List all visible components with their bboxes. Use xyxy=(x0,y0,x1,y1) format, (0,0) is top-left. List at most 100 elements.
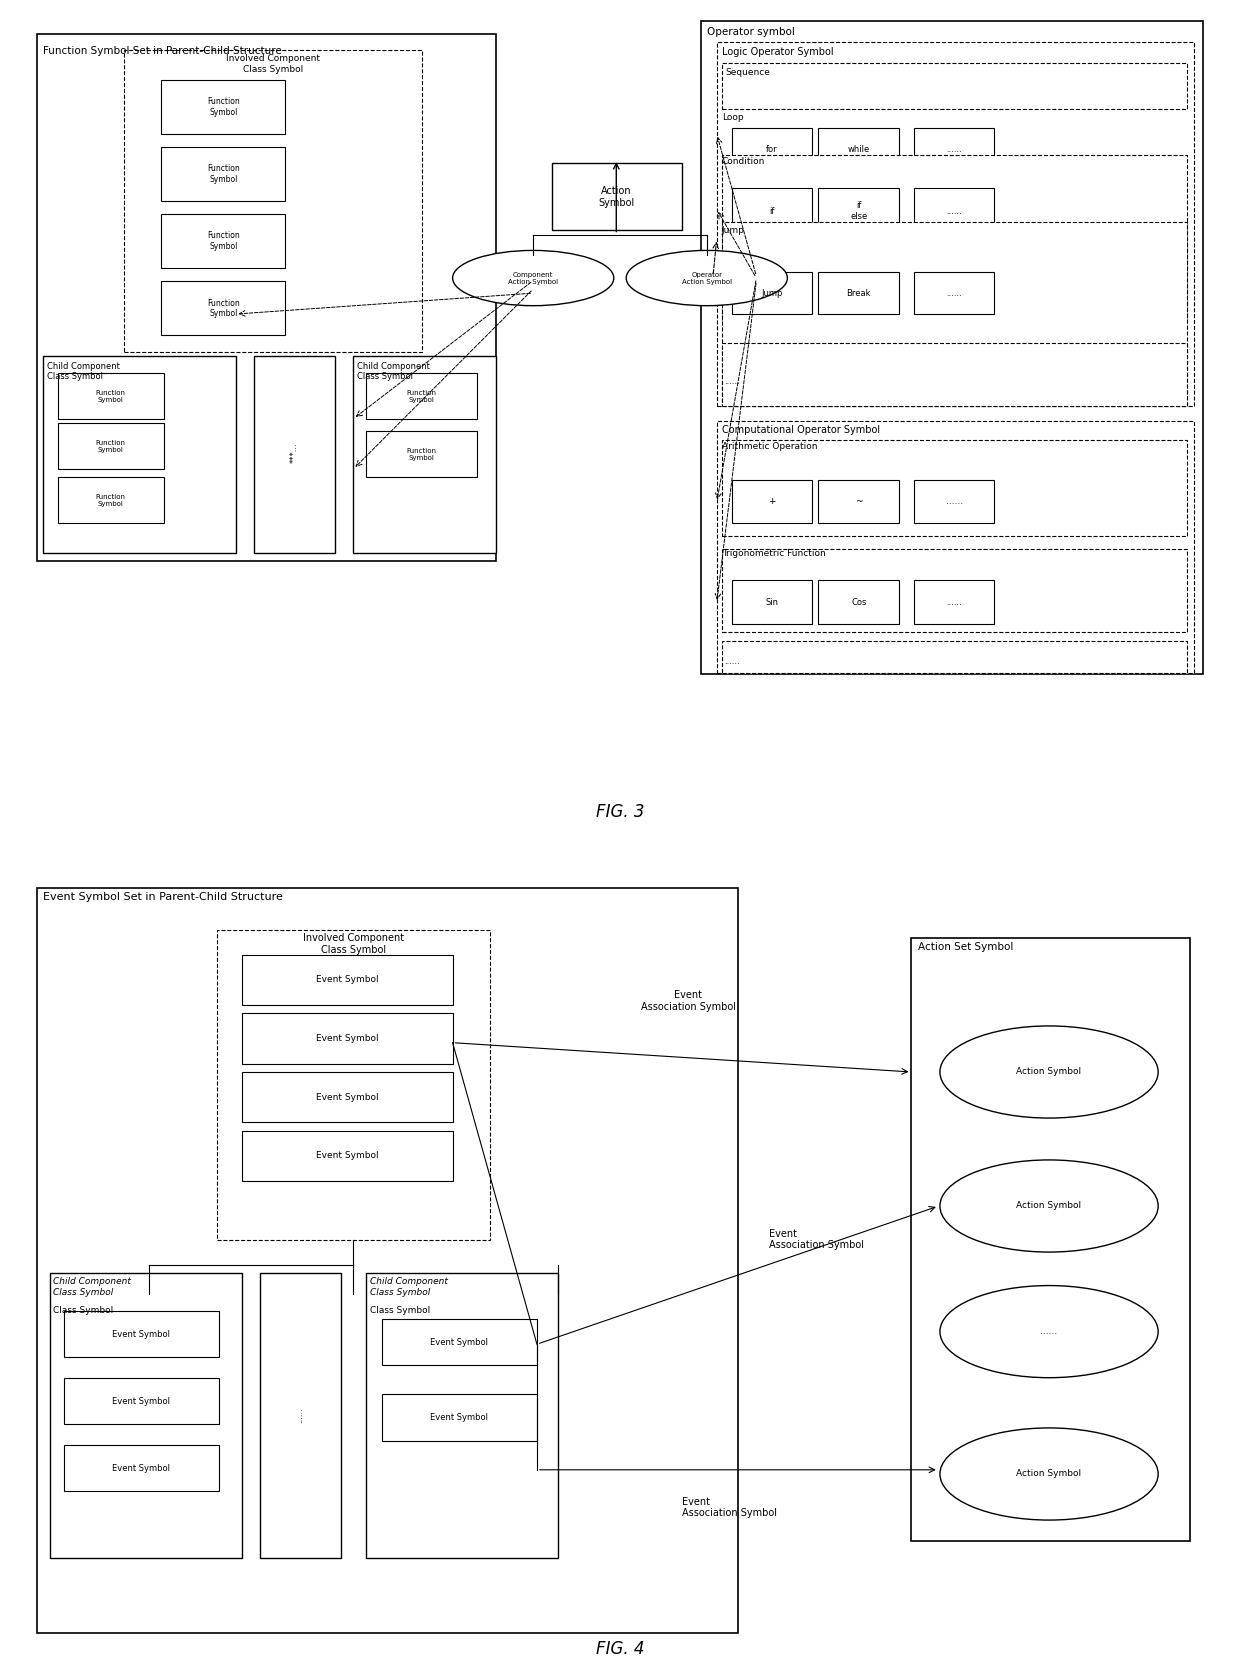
Text: FIG. 4: FIG. 4 xyxy=(595,1640,645,1658)
Text: Class Symbol: Class Symbol xyxy=(370,1306,430,1315)
FancyBboxPatch shape xyxy=(64,1444,219,1491)
Text: Involved Component
Class Symbol: Involved Component Class Symbol xyxy=(226,54,320,74)
FancyBboxPatch shape xyxy=(914,581,994,623)
Text: ......: ...... xyxy=(946,598,962,606)
FancyBboxPatch shape xyxy=(552,164,682,229)
FancyBboxPatch shape xyxy=(732,189,812,235)
Text: Sequence: Sequence xyxy=(725,69,770,77)
Text: Trigonometric Function: Trigonometric Function xyxy=(722,549,826,558)
Text: Computational Operator Symbol: Computational Operator Symbol xyxy=(722,424,880,434)
Text: Function
Symbol: Function Symbol xyxy=(407,390,436,402)
Text: Event Symbol: Event Symbol xyxy=(316,1033,378,1044)
Text: Jump: Jump xyxy=(761,288,782,298)
Ellipse shape xyxy=(940,1025,1158,1119)
FancyBboxPatch shape xyxy=(382,1394,537,1440)
Text: Operator symbol: Operator symbol xyxy=(707,27,795,37)
FancyBboxPatch shape xyxy=(37,888,738,1633)
FancyBboxPatch shape xyxy=(242,955,453,1005)
Text: Logic Operator Symbol: Logic Operator Symbol xyxy=(722,47,833,57)
FancyBboxPatch shape xyxy=(722,62,1187,109)
FancyBboxPatch shape xyxy=(914,189,994,235)
Text: ......: ...... xyxy=(946,206,962,216)
Text: Action
Symbol: Action Symbol xyxy=(598,186,635,208)
FancyBboxPatch shape xyxy=(717,42,1194,405)
Text: if: if xyxy=(769,206,775,216)
FancyBboxPatch shape xyxy=(242,1131,453,1181)
Text: Function
Symbol: Function Symbol xyxy=(207,298,239,318)
Text: Arithmetic Operation: Arithmetic Operation xyxy=(722,442,817,451)
Text: Event
Association Symbol: Event Association Symbol xyxy=(769,1229,864,1250)
FancyBboxPatch shape xyxy=(366,430,477,477)
Text: Function
Symbol: Function Symbol xyxy=(95,494,125,508)
Text: Child Component
Class Symbol: Child Component Class Symbol xyxy=(53,1276,131,1296)
FancyBboxPatch shape xyxy=(50,1273,242,1558)
Ellipse shape xyxy=(940,1159,1158,1253)
FancyBboxPatch shape xyxy=(382,1320,537,1365)
FancyBboxPatch shape xyxy=(732,581,812,623)
FancyBboxPatch shape xyxy=(722,640,1187,672)
Text: Child Component
Class Symbol: Child Component Class Symbol xyxy=(370,1276,448,1296)
Text: Event Symbol: Event Symbol xyxy=(113,1397,170,1405)
FancyBboxPatch shape xyxy=(818,271,899,315)
FancyBboxPatch shape xyxy=(818,189,899,235)
Text: Event Symbol: Event Symbol xyxy=(430,1414,487,1422)
Text: Event Symbol: Event Symbol xyxy=(430,1338,487,1347)
Text: ~: ~ xyxy=(854,497,863,506)
Text: Break: Break xyxy=(847,288,870,298)
FancyBboxPatch shape xyxy=(722,343,1187,405)
FancyBboxPatch shape xyxy=(217,930,490,1240)
Text: Child Component
Class Symbol: Child Component Class Symbol xyxy=(47,362,120,382)
Text: ......: ...... xyxy=(946,146,962,154)
FancyBboxPatch shape xyxy=(260,1273,341,1558)
FancyBboxPatch shape xyxy=(254,357,335,553)
Text: Class Symbol: Class Symbol xyxy=(53,1306,114,1315)
Text: Event Symbol: Event Symbol xyxy=(113,1330,170,1338)
FancyBboxPatch shape xyxy=(732,479,812,523)
Text: while: while xyxy=(848,146,869,154)
FancyBboxPatch shape xyxy=(722,221,1187,405)
FancyBboxPatch shape xyxy=(911,938,1190,1541)
Text: Event
Association Symbol: Event Association Symbol xyxy=(641,990,735,1012)
FancyBboxPatch shape xyxy=(161,147,285,201)
FancyBboxPatch shape xyxy=(242,1072,453,1122)
Text: ......: ...... xyxy=(724,377,740,385)
Text: Loop: Loop xyxy=(722,114,743,122)
Text: Function
Symbol: Function Symbol xyxy=(407,449,436,461)
Text: ......: ...... xyxy=(946,497,962,506)
Text: Component
Action Symbol: Component Action Symbol xyxy=(508,271,558,285)
Text: Function Symbol Set in Parent-Child Structure: Function Symbol Set in Parent-Child Stru… xyxy=(43,45,283,55)
Text: Function
Symbol: Function Symbol xyxy=(207,164,239,184)
Text: Condition: Condition xyxy=(722,157,765,166)
Text: Sin: Sin xyxy=(765,598,779,606)
Text: ***...: ***... xyxy=(289,442,299,462)
Text: Function
Symbol: Function Symbol xyxy=(207,231,239,251)
Text: Involved Component
Class Symbol: Involved Component Class Symbol xyxy=(303,933,404,955)
FancyBboxPatch shape xyxy=(914,127,994,173)
Text: ......: ...... xyxy=(1040,1327,1058,1337)
FancyBboxPatch shape xyxy=(242,1013,453,1064)
FancyBboxPatch shape xyxy=(818,479,899,523)
FancyBboxPatch shape xyxy=(64,1377,219,1424)
FancyBboxPatch shape xyxy=(701,20,1203,673)
Text: Jump: Jump xyxy=(722,226,744,235)
Text: +: + xyxy=(768,497,776,506)
Text: ......: ...... xyxy=(295,1407,305,1424)
Text: Function
Symbol: Function Symbol xyxy=(95,441,125,452)
Ellipse shape xyxy=(626,250,787,305)
FancyBboxPatch shape xyxy=(914,271,994,315)
FancyBboxPatch shape xyxy=(58,422,164,469)
FancyBboxPatch shape xyxy=(818,581,899,623)
FancyBboxPatch shape xyxy=(366,374,477,419)
FancyBboxPatch shape xyxy=(914,479,994,523)
FancyBboxPatch shape xyxy=(124,50,422,352)
Text: Action Symbol: Action Symbol xyxy=(1017,1201,1081,1211)
FancyBboxPatch shape xyxy=(722,156,1187,322)
FancyBboxPatch shape xyxy=(818,127,899,173)
FancyBboxPatch shape xyxy=(732,127,812,173)
FancyBboxPatch shape xyxy=(722,439,1187,536)
Text: Event Symbol: Event Symbol xyxy=(316,1092,378,1102)
Text: for: for xyxy=(766,146,777,154)
Text: Action Symbol: Action Symbol xyxy=(1017,1469,1081,1479)
Text: Action Symbol: Action Symbol xyxy=(1017,1067,1081,1077)
Text: Function
Symbol: Function Symbol xyxy=(207,97,239,117)
